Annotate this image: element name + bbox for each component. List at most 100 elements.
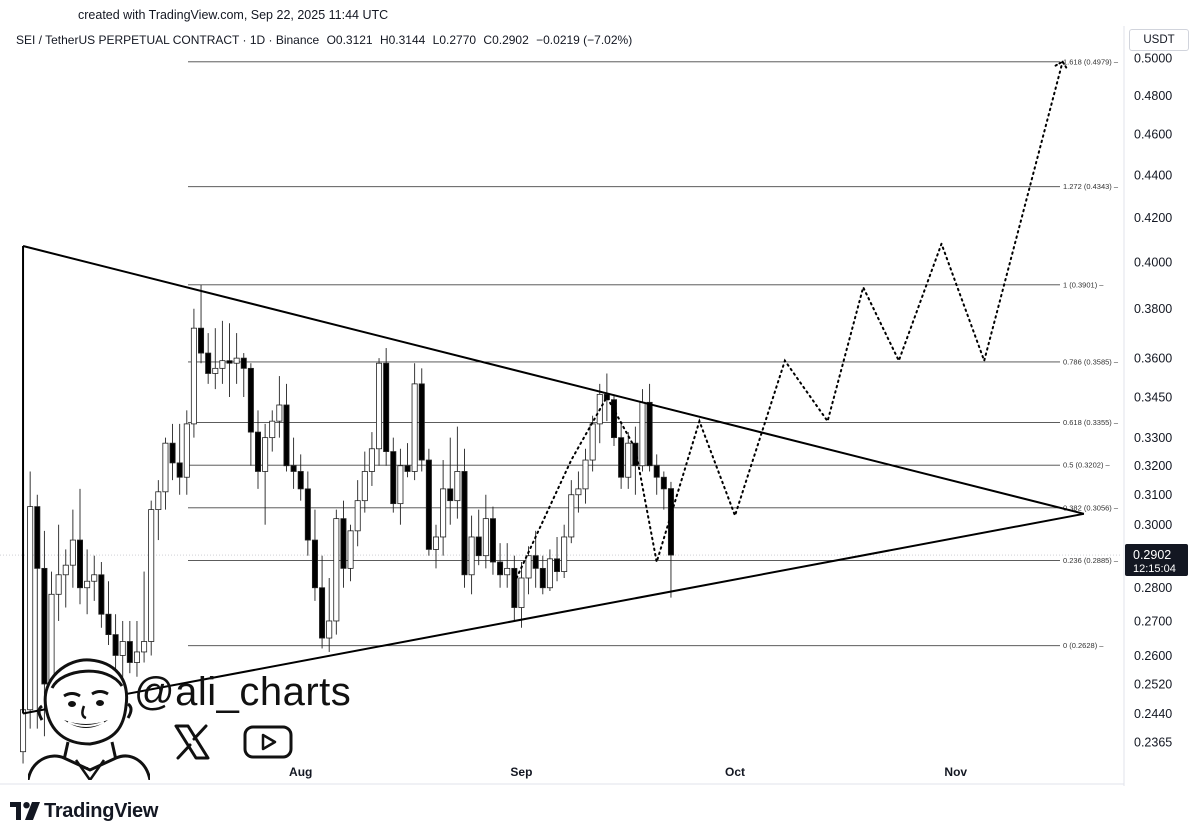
candle-body-up bbox=[119, 641, 126, 656]
candle bbox=[383, 348, 390, 466]
price-tick-label: 0.5000 bbox=[1134, 52, 1172, 66]
candle-body-up bbox=[276, 404, 283, 422]
candle-body-up bbox=[190, 327, 197, 425]
candle bbox=[283, 383, 290, 472]
candle-body-up bbox=[84, 580, 91, 589]
candle-body-down bbox=[297, 471, 304, 490]
candle-body-up bbox=[625, 442, 632, 478]
candle-body-up bbox=[368, 448, 375, 472]
candle-body-up bbox=[575, 488, 582, 496]
candle bbox=[84, 549, 91, 615]
candle bbox=[254, 410, 261, 489]
candle-body-up bbox=[546, 558, 553, 589]
candle bbox=[276, 376, 283, 438]
candle bbox=[55, 524, 62, 621]
price-tick-label: 0.2700 bbox=[1134, 614, 1172, 628]
candle-body-up bbox=[212, 367, 219, 374]
fib-level-label: 0.382 (0.3056) – bbox=[1063, 503, 1119, 512]
candle bbox=[454, 426, 461, 519]
price-tick-label: 0.3450 bbox=[1134, 391, 1172, 405]
candle-body-down bbox=[112, 634, 119, 656]
candle-body-up bbox=[589, 423, 596, 461]
tradingview-logo-text: TradingView bbox=[44, 799, 159, 822]
youtube-icon[interactable] bbox=[242, 722, 294, 762]
candle bbox=[269, 410, 276, 452]
author-avatar-icon bbox=[28, 658, 150, 780]
candle-body-up bbox=[333, 518, 340, 622]
candle bbox=[169, 423, 176, 481]
candle bbox=[247, 363, 254, 466]
candle-body-down bbox=[632, 442, 639, 467]
candle-body-up bbox=[347, 530, 354, 569]
chart-canvas[interactable]: 1.618 (0.4979) – 1.272 (0.4343) – 1 (0.390… bbox=[0, 26, 1200, 786]
candle-body-down bbox=[34, 506, 41, 569]
candle-body-down bbox=[646, 401, 653, 467]
candle-body-up bbox=[440, 488, 447, 538]
candle bbox=[561, 524, 568, 579]
tradingview-logo[interactable]: TradingView bbox=[10, 800, 158, 822]
candle-body-up bbox=[518, 577, 525, 608]
candle bbox=[62, 549, 69, 608]
candle bbox=[660, 471, 667, 510]
candle bbox=[219, 320, 226, 384]
price-badge-box bbox=[1125, 544, 1188, 577]
candle-body-down bbox=[340, 518, 347, 569]
candle bbox=[34, 494, 41, 729]
fib-level-label: 0.236 (0.2885) – bbox=[1063, 556, 1119, 565]
candle bbox=[27, 471, 34, 729]
candle bbox=[148, 500, 155, 656]
price-tick-label: 0.3600 bbox=[1134, 352, 1172, 366]
candle-body-up bbox=[219, 360, 226, 369]
candle-body-down bbox=[497, 561, 504, 576]
candle-body-up bbox=[432, 536, 439, 550]
fib-level-label: 0.786 (0.3585) – bbox=[1063, 357, 1119, 366]
tradingview-logo-icon bbox=[10, 802, 40, 820]
candle-body-up bbox=[354, 500, 361, 532]
created-with-watermark: created with TradingView.com, Sep 22, 20… bbox=[78, 8, 389, 22]
price-tick-label: 0.2600 bbox=[1134, 649, 1172, 663]
candle bbox=[233, 333, 240, 384]
price-badge-countdown: 12:15:04 bbox=[1133, 563, 1176, 575]
candle bbox=[226, 323, 233, 398]
price-tick-label: 0.2365 bbox=[1134, 736, 1172, 750]
time-axis[interactable]: JulAugSepOctNov bbox=[0, 765, 1124, 785]
candle bbox=[162, 437, 169, 510]
open-value: O0.3121 bbox=[326, 33, 373, 47]
candle bbox=[319, 555, 326, 649]
candle bbox=[304, 471, 311, 556]
candle-body-down bbox=[176, 462, 183, 478]
projection-path bbox=[513, 60, 1069, 584]
x-icon[interactable] bbox=[172, 722, 212, 762]
candle bbox=[667, 481, 674, 598]
candle bbox=[91, 555, 98, 601]
candle-body-up bbox=[69, 539, 76, 566]
candle-body-up bbox=[454, 471, 461, 502]
candle-body-up bbox=[148, 509, 155, 642]
candle bbox=[361, 451, 368, 513]
candle bbox=[112, 614, 119, 670]
candle bbox=[539, 555, 546, 595]
candle-body-down bbox=[254, 431, 261, 472]
candle bbox=[376, 358, 383, 466]
author-handle: @ali_charts bbox=[134, 670, 352, 714]
candle bbox=[333, 509, 340, 635]
candle-body-up bbox=[639, 401, 646, 467]
symbol-title[interactable]: SEI / TetherUS PERPETUAL CONTRACT · 1D ·… bbox=[16, 33, 320, 47]
candle-body-down bbox=[126, 641, 133, 663]
candle bbox=[646, 383, 653, 472]
candle-body-up bbox=[133, 651, 140, 663]
currency-button[interactable]: USDT bbox=[1129, 29, 1189, 51]
candle bbox=[155, 480, 162, 541]
candle bbox=[133, 620, 140, 677]
candle-body-up bbox=[468, 536, 475, 576]
price-badge-value: 0.2902 bbox=[1133, 548, 1171, 562]
price-axis[interactable]: 0.5000 0.4800 0.4600 0.4400 0.4200 0.4000 0.38… bbox=[1123, 26, 1172, 786]
candle bbox=[525, 546, 532, 595]
candle-body-down bbox=[653, 465, 660, 478]
candle-body-up bbox=[361, 471, 368, 502]
candle-body-down bbox=[475, 536, 482, 557]
candle-body-down bbox=[319, 587, 326, 639]
candle-body-up bbox=[183, 423, 190, 478]
candle-body-down bbox=[105, 613, 112, 636]
